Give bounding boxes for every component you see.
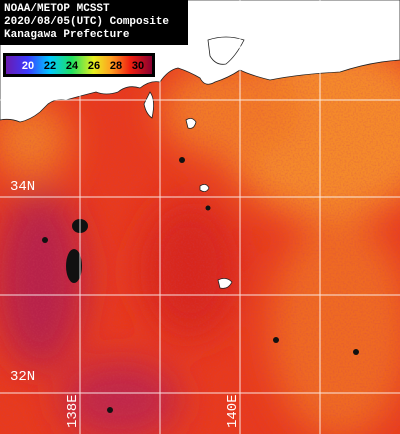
longitude-label: 140E xyxy=(225,394,241,428)
colorbar xyxy=(3,53,155,77)
colorbar-label: 20 xyxy=(22,60,34,72)
latitude-label: 32N xyxy=(10,369,35,385)
colorbar-label: 28 xyxy=(110,60,122,72)
colorbar-label: 26 xyxy=(88,60,100,72)
header xyxy=(0,0,188,45)
header-line: Kanagawa Prefecture xyxy=(4,29,130,41)
longitude-label: 138E xyxy=(65,394,81,428)
header-box xyxy=(0,0,188,45)
colorbar-label: 30 xyxy=(132,60,144,72)
colorbar-label: 24 xyxy=(66,60,79,72)
colorbar-label: 22 xyxy=(44,60,56,72)
colorbar-gradient xyxy=(6,56,152,74)
latitude-label: 34N xyxy=(10,179,35,195)
header-line: NOAA/METOP MCSST xyxy=(4,3,110,15)
header-line: 2020/08/05(UTC) Composite xyxy=(4,16,169,28)
